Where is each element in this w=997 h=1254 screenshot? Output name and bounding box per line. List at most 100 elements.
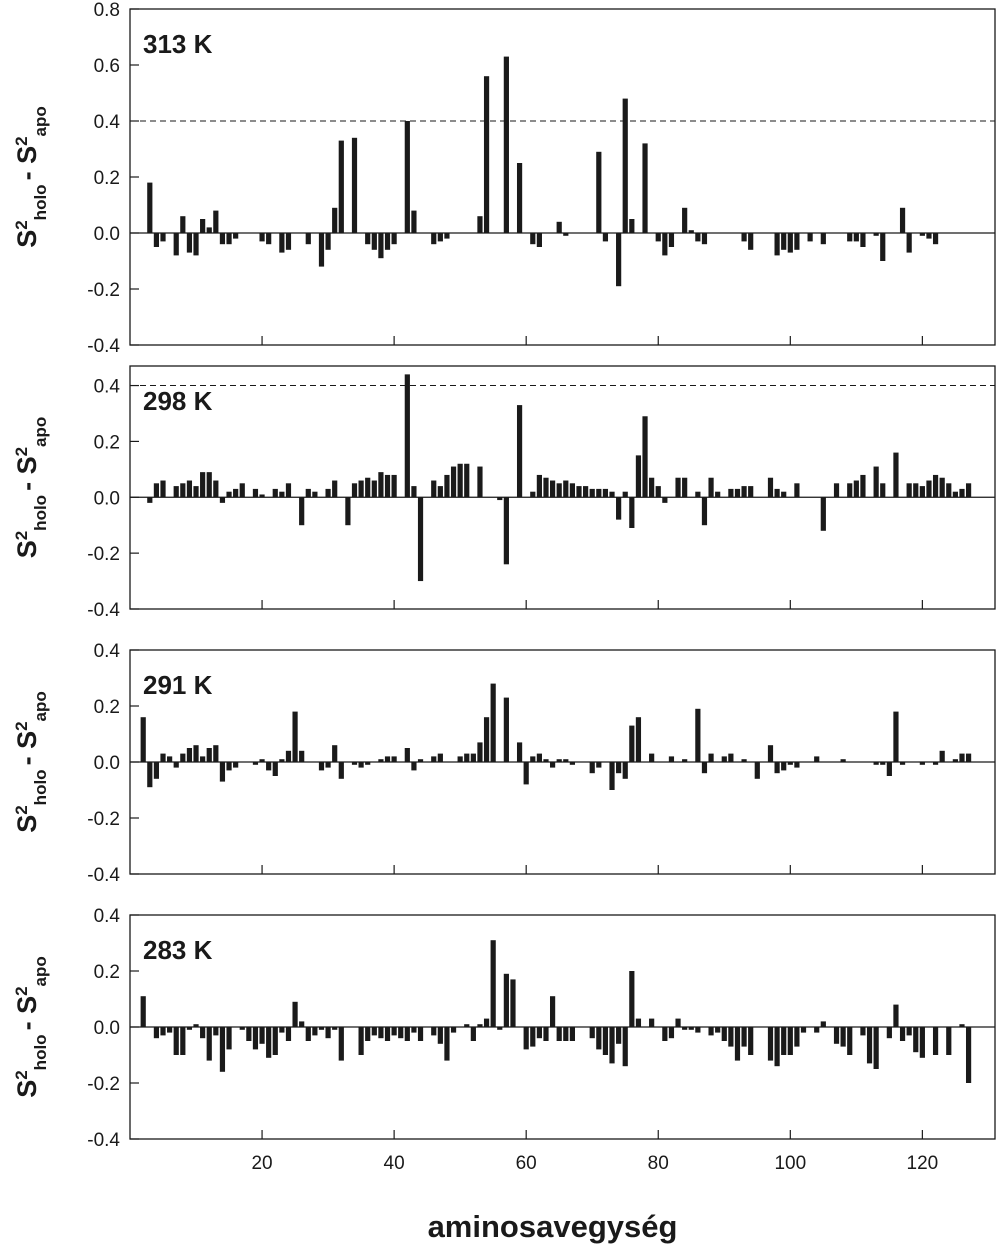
- bar: [682, 759, 688, 762]
- bar: [820, 497, 826, 531]
- bar: [860, 1027, 866, 1036]
- y-tick-label: 0.0: [94, 488, 120, 509]
- bar: [602, 488, 609, 498]
- x-tick-label: 120: [907, 1153, 939, 1174]
- bar: [662, 1027, 668, 1041]
- bar: [549, 762, 556, 768]
- bar: [219, 233, 226, 245]
- bar: [206, 227, 212, 233]
- bar: [781, 491, 787, 498]
- bar: [193, 486, 199, 498]
- y-tick-label: 0.0: [94, 1018, 120, 1039]
- bar: [173, 1027, 179, 1055]
- bar: [226, 762, 232, 771]
- bar: [715, 491, 721, 498]
- bar: [853, 233, 859, 242]
- bar: [781, 1027, 787, 1055]
- bar: [774, 233, 780, 256]
- bar: [741, 486, 747, 498]
- bar: [160, 480, 166, 498]
- y-tick-label: -0.4: [87, 1130, 120, 1151]
- bar: [635, 455, 642, 498]
- bar: [325, 233, 331, 250]
- bar: [965, 483, 972, 498]
- bar: [384, 474, 391, 498]
- bar: [701, 233, 708, 245]
- bar: [411, 1027, 417, 1033]
- bar: [444, 233, 450, 239]
- bar: [239, 483, 245, 498]
- bar: [563, 759, 569, 762]
- bar: [404, 748, 410, 762]
- bar: [404, 1027, 410, 1041]
- bar: [609, 491, 615, 498]
- bar: [358, 762, 364, 768]
- bar: [708, 1027, 714, 1036]
- bar: [272, 488, 278, 498]
- bar: [622, 491, 628, 498]
- y-axis-label-part: apo: [31, 691, 50, 721]
- bar: [820, 233, 826, 245]
- bar: [398, 1027, 404, 1039]
- bar: [206, 1027, 212, 1061]
- bar: [688, 1027, 694, 1030]
- bar: [873, 233, 879, 236]
- bar: [213, 210, 219, 233]
- bar: [754, 762, 760, 779]
- bar: [675, 477, 681, 498]
- bar: [365, 233, 371, 245]
- panel-label: 283 K: [143, 935, 213, 965]
- bar: [483, 717, 490, 762]
- bar: [616, 233, 622, 287]
- bar: [153, 233, 160, 247]
- bar: [787, 233, 793, 253]
- bar: [272, 762, 278, 776]
- bar: [721, 756, 727, 762]
- bar: [411, 486, 417, 498]
- bar: [629, 725, 635, 762]
- bar: [589, 762, 595, 774]
- bar: [536, 474, 542, 498]
- bar: [609, 762, 615, 790]
- bar: [285, 233, 292, 250]
- bar: [860, 474, 866, 498]
- bar: [503, 697, 509, 762]
- bar: [543, 477, 549, 498]
- bar: [959, 753, 965, 762]
- bar: [919, 233, 925, 236]
- bar: [794, 1027, 800, 1047]
- bar: [807, 233, 813, 242]
- bar: [378, 472, 384, 498]
- bar: [193, 233, 199, 256]
- bar: [589, 1027, 595, 1039]
- bar: [200, 756, 206, 762]
- y-tick-label: 0.2: [94, 697, 120, 718]
- bar: [417, 759, 424, 762]
- bar: [153, 762, 160, 779]
- y-axis-label-part: apo: [31, 956, 50, 986]
- bar: [833, 483, 840, 498]
- bar: [219, 762, 226, 782]
- bar: [556, 1027, 562, 1041]
- bar: [847, 233, 853, 242]
- bar: [378, 1027, 384, 1039]
- bar: [741, 1027, 747, 1047]
- bar: [814, 756, 820, 762]
- bar: [371, 1027, 377, 1036]
- bar: [259, 233, 265, 242]
- bar: [695, 708, 701, 762]
- bar: [866, 1027, 873, 1064]
- bar: [384, 1027, 391, 1041]
- bar: [913, 1027, 919, 1053]
- bar: [543, 1027, 549, 1041]
- bar: [266, 1027, 272, 1058]
- y-axis-label: S2holo- S2apo: [12, 691, 50, 833]
- bar: [279, 1027, 285, 1033]
- bar: [946, 483, 952, 498]
- bar: [794, 483, 800, 498]
- bar: [965, 753, 972, 762]
- bar: [219, 1027, 226, 1072]
- bar: [358, 1027, 364, 1055]
- bar: [417, 497, 424, 582]
